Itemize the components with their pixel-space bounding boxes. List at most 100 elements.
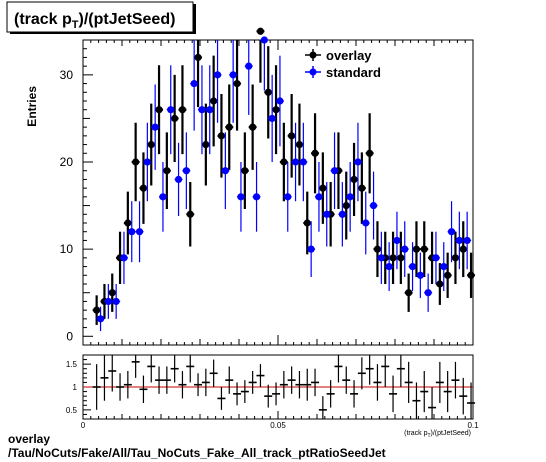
data-point	[311, 149, 319, 157]
data-point	[424, 289, 432, 297]
data-point	[323, 210, 331, 218]
data-point	[241, 167, 249, 175]
main-plot-frame	[82, 39, 474, 346]
ratio-x-tick-label: 0.1	[467, 421, 479, 430]
data-point	[190, 79, 198, 88]
y-tick-label: 10	[60, 242, 74, 256]
data-point	[444, 271, 452, 279]
ratio-axes: 0.5 1 1.5 0 0.05 0.1	[66, 359, 479, 430]
data-point	[346, 193, 354, 201]
data-point	[455, 236, 463, 245]
data-point	[288, 132, 296, 140]
data-point	[358, 184, 366, 192]
data-point	[373, 245, 382, 253]
data-point	[284, 193, 292, 201]
data-point	[397, 254, 405, 262]
legend-standard-label: standard	[326, 65, 381, 80]
legend-overlay-label: overlay	[326, 48, 372, 63]
data-point	[96, 315, 105, 323]
data-point	[167, 106, 175, 114]
y-tick-label: 0	[66, 329, 73, 343]
data-point	[307, 245, 315, 253]
data-point	[447, 228, 456, 236]
data-point	[151, 123, 159, 131]
data-point	[252, 193, 261, 201]
data-point	[225, 123, 233, 131]
data-point	[377, 254, 385, 262]
data-point	[104, 297, 112, 306]
data-point	[291, 158, 300, 166]
data-point	[362, 219, 370, 227]
legend-overlay-marker	[309, 51, 317, 59]
ratio-series-layer	[92, 355, 476, 419]
data-point	[213, 71, 222, 79]
data-point	[245, 62, 253, 70]
data-point	[229, 71, 237, 79]
data-point	[256, 27, 265, 35]
data-point	[108, 289, 116, 297]
footer-line-1: overlay	[8, 432, 51, 446]
data-point	[93, 306, 101, 314]
data-point	[350, 175, 358, 184]
data-point	[171, 114, 179, 123]
ratio-y-tick-label: 1	[73, 383, 78, 392]
data-point	[132, 158, 140, 166]
data-point	[280, 158, 288, 166]
data-point	[389, 254, 397, 262]
data-point	[338, 210, 346, 218]
data-point	[369, 201, 378, 210]
data-point	[233, 79, 241, 88]
data-point	[385, 262, 393, 271]
data-point	[186, 210, 194, 218]
footer-line-2: /Tau/NoCuts/Fake/All/Tau_NoCuts_Fake_All…	[8, 446, 386, 460]
y-tick-label: 20	[60, 155, 74, 169]
ratio-x-tick-label: 0.05	[270, 421, 286, 430]
main-series-layer	[92, 27, 476, 332]
data-point	[467, 271, 475, 279]
plot-title: (track pT)/(ptJetSeed)	[14, 11, 175, 31]
data-point	[143, 158, 151, 166]
data-point	[354, 158, 362, 166]
data-point	[342, 201, 350, 210]
data-point	[120, 254, 128, 262]
data-point	[206, 106, 214, 114]
y-tick-label: 30	[60, 68, 74, 82]
data-point	[249, 123, 257, 131]
data-point	[432, 254, 440, 262]
title-box: (track pT)/(ptJetSeed)	[6, 1, 196, 34]
data-point	[315, 193, 323, 201]
data-point	[202, 140, 210, 149]
data-point	[139, 184, 148, 192]
data-point	[260, 36, 268, 44]
data-point	[217, 132, 226, 140]
ratio-x-tick-label: 0	[81, 421, 86, 430]
data-point	[155, 106, 163, 114]
data-point	[264, 88, 272, 96]
data-point	[182, 167, 190, 175]
data-point	[159, 193, 167, 201]
data-point	[210, 97, 218, 105]
data-point	[135, 228, 144, 236]
data-point	[128, 228, 136, 236]
data-point	[366, 149, 374, 157]
series-standard	[96, 36, 472, 332]
data-point	[198, 106, 206, 114]
data-point	[237, 193, 245, 201]
data-point	[124, 219, 132, 227]
data-point	[451, 254, 460, 262]
data-point	[416, 271, 424, 279]
data-point	[420, 245, 428, 253]
legend: overlay standard	[305, 48, 381, 80]
data-point	[174, 175, 183, 184]
data-point	[194, 53, 202, 62]
data-point	[276, 97, 284, 105]
series-overlay	[92, 27, 476, 325]
data-point	[303, 219, 311, 227]
data-point	[319, 184, 327, 192]
data-point	[412, 245, 421, 253]
data-point	[272, 106, 280, 114]
ratio-y-tick-label: 0.5	[66, 406, 78, 415]
data-point	[463, 236, 471, 245]
data-point	[147, 140, 155, 149]
